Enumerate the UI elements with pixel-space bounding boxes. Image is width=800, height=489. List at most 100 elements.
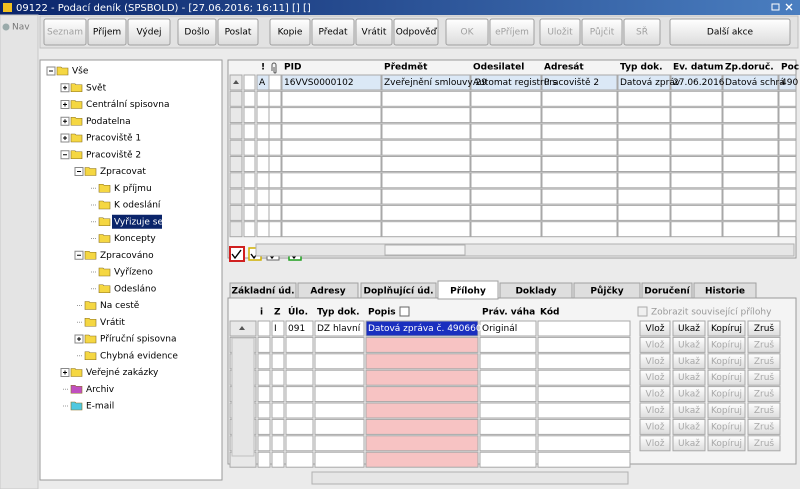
toolbar-button-label[interactable]: Příjem [93,28,121,38]
column-header[interactable]: Poc [781,63,799,73]
h-scroll-thumb[interactable] [384,244,466,256]
column-header[interactable]: Popis [368,308,396,318]
restore-icon[interactable] [771,3,780,11]
toolbar-button-label[interactable]: Předat [318,28,348,38]
column-header[interactable]: PID [284,63,301,73]
row-button[interactable] [672,320,706,337]
toolbar-button[interactable] [127,18,171,46]
tree-item-label[interactable]: Na cestě [100,301,140,311]
tree-item-label[interactable]: Chybná evidence [100,351,178,361]
row-button-label[interactable]: Vlož [646,324,665,334]
tab[interactable] [693,282,757,299]
tree-item-label[interactable]: Podatelna [86,117,131,127]
tree-item-label[interactable]: Pracoviště 1 [86,133,141,144]
tree-item-label[interactable]: Svět [86,83,107,93]
toolbar-button-label[interactable]: Odpověď [396,28,438,38]
column-header[interactable]: Úlo. [288,306,308,318]
tab-label[interactable]: Půjčky [590,286,623,297]
column-header[interactable]: Adresát [544,63,584,73]
tab-label[interactable]: Přílohy [450,287,486,297]
column-header[interactable]: i [260,308,263,318]
record-cell-text[interactable]: 16VVS0000102 [284,78,354,88]
attachment-cell-text[interactable]: DZ hlavní [317,324,361,334]
attachment-cell-text[interactable]: Originál [482,324,517,334]
tree-item-label[interactable]: Vyřízeno [114,268,153,278]
h-scrollbar[interactable] [311,471,629,485]
column-header[interactable]: Předmět [384,62,428,73]
record-cell-text[interactable]: 27.06.2016 [673,78,725,88]
toolbar-button-label[interactable]: Vrátit [362,28,387,38]
record-cell-text[interactable]: 490 [781,78,798,88]
tree-item-label[interactable]: Centrální spisovna [86,100,169,110]
attachment-cell-text[interactable]: 091 [288,324,305,334]
tab-label[interactable]: Adresy [310,287,345,297]
toolbar-button-label[interactable]: Kopie [278,28,303,38]
column-header[interactable]: Z [274,308,281,318]
attachment-cell-text[interactable]: I [274,324,277,334]
tree-item-label[interactable]: Vrátit [100,318,125,328]
record-cell-text[interactable]: Datová zpráv [620,78,681,88]
toolbar-button-label[interactable]: Další akce [707,27,754,38]
tab[interactable] [229,282,297,299]
tab[interactable] [641,282,693,299]
row-button-label[interactable]: Kopíruj [711,324,742,334]
tree-item-label[interactable]: Zpracovat [100,167,146,177]
column-header[interactable]: Práv. váha [482,308,535,318]
tab-label[interactable]: Historie [705,287,745,297]
tab-label[interactable]: Základní úd. [231,287,294,297]
h-scrollbar[interactable] [255,243,795,257]
tab[interactable] [573,282,641,299]
toolbar-button-label[interactable]: Poslat [225,28,252,38]
row-button-label[interactable]: Zruš [754,323,775,334]
toolbar-button[interactable] [355,18,393,46]
column-header[interactable]: Typ dok. [317,308,360,318]
tree-item-label[interactable]: Příruční spisovna [100,334,177,345]
column-header[interactable]: Typ dok. [620,63,663,73]
tree-item-label[interactable]: Odesláno [114,284,157,294]
record-cell-text[interactable]: Datová schrá [725,78,785,88]
record-cell-text[interactable]: Zveřejnění smlouvy 29 [384,78,487,88]
tab-label[interactable]: Doručení [644,286,690,297]
tab[interactable] [360,282,437,299]
toolbar-button[interactable] [177,18,217,46]
column-header[interactable]: Zp.doruč. [725,62,774,73]
tree-item-label[interactable]: Koncepty [114,234,156,244]
tab[interactable] [437,280,499,300]
toolbar-button[interactable] [311,18,355,46]
tree-item-label[interactable]: K příjmu [114,184,152,194]
record-cell-text[interactable]: Pracoviště 2 [544,77,599,88]
row-button[interactable] [707,320,746,337]
toolbar-button[interactable] [669,18,791,46]
record-cell-text[interactable]: Automat registru s [473,78,557,88]
tree-item-label[interactable]: Vše [72,66,89,77]
column-header[interactable]: Ev. datum [673,63,723,73]
tree-item-label[interactable]: E-mail [86,402,114,412]
tab-label[interactable]: Doklady [515,287,556,297]
tree-item-label[interactable]: Vyřizuje se [114,217,163,227]
related-checkbox[interactable] [637,306,648,317]
tab-label[interactable]: Doplňující úd. [364,287,434,297]
tree-item-label[interactable]: Zpracováno [100,251,154,261]
tab[interactable] [499,282,573,299]
tree-item-label[interactable]: Pracoviště 2 [86,149,141,160]
row-button[interactable] [639,320,671,337]
toolbar-button[interactable] [269,18,311,46]
tree-item-label[interactable]: Archiv [86,385,115,395]
toolbar-button-label[interactable]: Výdej [137,28,162,38]
attachment-cell-text[interactable]: Datová zpráva č. 4906606 - [368,323,493,334]
v-scrollbar[interactable] [231,337,255,457]
column-header[interactable]: Kód [540,307,559,318]
toolbar-button[interactable] [87,18,127,46]
tree-item-label[interactable]: Veřejné zakázky [86,367,159,378]
toolbar-button-label[interactable]: Došlo [184,27,210,38]
column-header[interactable]: Odesilatel [473,63,524,73]
nav-label[interactable]: Nav [12,23,30,33]
row-button[interactable] [747,320,781,337]
tree-item-label[interactable]: K odeslání [114,201,161,211]
record-cell-text[interactable]: A [259,78,266,88]
toolbar-button[interactable] [217,18,259,46]
toolbar-button[interactable] [393,18,439,46]
popis-checkbox[interactable] [399,306,410,317]
row-button-label[interactable]: Ukaž [678,324,700,334]
close-icon[interactable] [785,3,793,11]
